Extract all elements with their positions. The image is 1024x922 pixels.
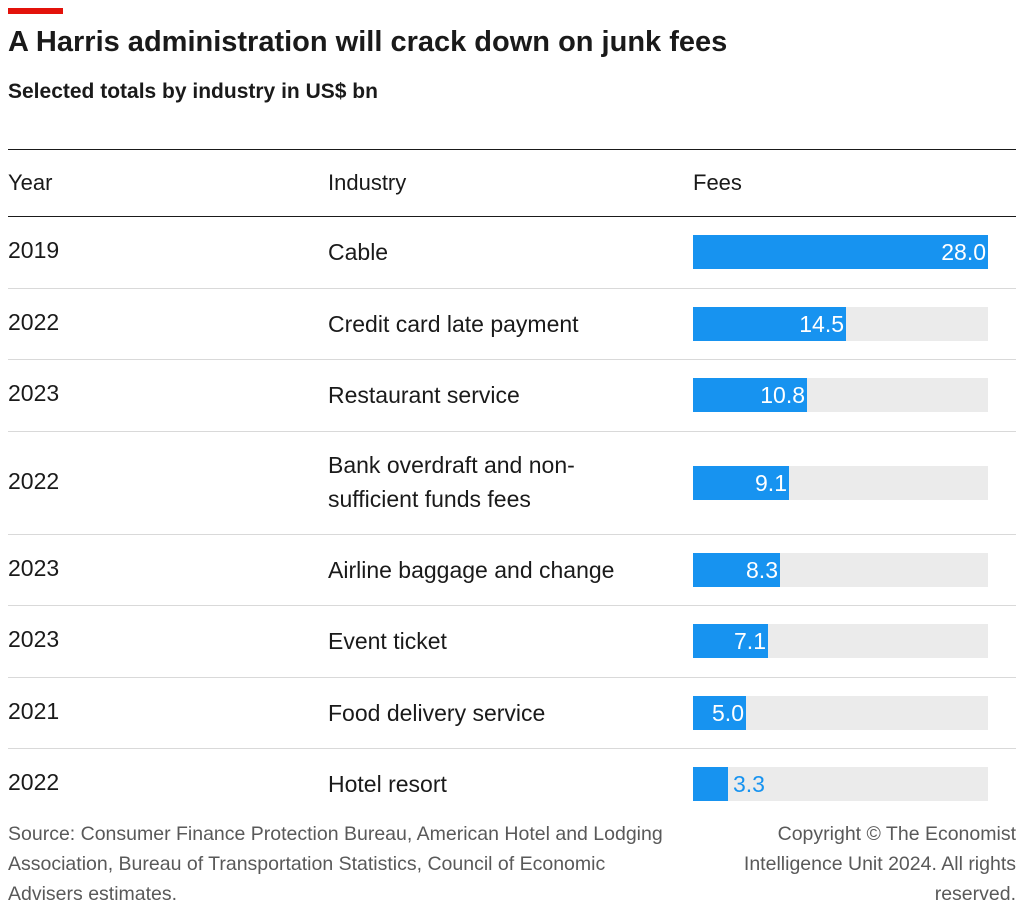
table-row: 2021 Food delivery service 5.0 — [8, 678, 1016, 749]
table-row: 2023 Event ticket 7.1 — [8, 606, 1016, 678]
row-year: 2022 — [8, 769, 60, 796]
row-year: 2019 — [8, 237, 60, 264]
bar-fees — [693, 552, 780, 587]
table-body: 2019 Cable 28.0 2022 Credit card late paymen… — [8, 217, 1016, 820]
accent-bar — [8, 8, 63, 14]
row-industry: Cable — [328, 239, 389, 266]
bar-fees — [693, 767, 728, 802]
bar-fees — [693, 378, 807, 413]
row-year: 2023 — [8, 554, 60, 581]
chart-subtitle: Selected totals by industry in US$ bn — [8, 80, 378, 103]
bar-track: 14.5 — [693, 306, 988, 341]
bar-value-label: 10.8 — [760, 382, 805, 409]
header-industry: Industry — [328, 170, 407, 195]
bar-track: 7.1 — [693, 624, 988, 659]
table-row: 2023 Restaurant service 10.8 — [8, 360, 1016, 432]
bar-value-label: 14.5 — [799, 310, 844, 337]
row-industry: Food delivery service — [328, 699, 546, 726]
row-industry: Hotel resort — [328, 771, 447, 798]
row-industry: Restaurant service — [328, 382, 520, 409]
bar-value-label: 8.3 — [746, 556, 778, 583]
bar-track: 8.3 — [693, 552, 988, 587]
copyright-note: Copyright © The Economist Intelligence U… — [743, 823, 1016, 905]
bar-fees — [693, 465, 789, 500]
row-year: 2021 — [8, 697, 60, 724]
row-industry: Credit card late payment — [328, 310, 579, 337]
row-industry: Bank overdraft and non-sufficient funds … — [328, 451, 575, 512]
table-row: 2022 Hotel resort 3.3 — [8, 749, 1016, 820]
table-row: 2022 Credit card late payment 14.5 — [8, 289, 1016, 360]
bar-fees — [693, 306, 846, 341]
bar-value-label: 5.0 — [712, 699, 744, 726]
table-row: 2022 Bank overdraft and non-sufficient fu… — [8, 432, 1016, 535]
table-header: Year Industry Fees — [8, 150, 1016, 217]
bar-fees — [693, 235, 988, 270]
row-industry: Event ticket — [328, 628, 447, 655]
bar-track: 28.0 — [693, 235, 988, 270]
chart-title: A Harris administration will crack down … — [8, 26, 728, 58]
bar-value-label: 3.3 — [733, 771, 765, 798]
row-year: 2023 — [8, 380, 60, 407]
bar-track: 9.1 — [693, 465, 988, 500]
header-year: Year — [8, 170, 53, 195]
bar-value-label: 9.1 — [755, 469, 787, 496]
bar-value-label: 7.1 — [734, 628, 766, 655]
bar-track: 10.8 — [693, 378, 988, 413]
row-year: 2023 — [8, 626, 60, 653]
bar-track: 3.3 — [693, 767, 988, 802]
bar-fees — [693, 695, 746, 730]
table-row: 2019 Cable 28.0 — [8, 217, 1016, 289]
header-fees: Fees — [693, 170, 742, 195]
fees-table: Year Industry Fees 2019 Cable 28.0 2022 Cred… — [8, 149, 1016, 820]
row-year: 2022 — [8, 467, 60, 494]
row-industry: Airline baggage and change — [328, 556, 615, 583]
bar-value-label: 28.0 — [941, 239, 986, 266]
source-note: Source: Consumer Finance Protection Bure… — [8, 823, 663, 905]
bar-fees — [693, 624, 768, 659]
row-year: 2022 — [8, 308, 60, 335]
bar-track: 5.0 — [693, 695, 988, 730]
table-row: 2023 Airline baggage and change 8.3 — [8, 535, 1016, 606]
